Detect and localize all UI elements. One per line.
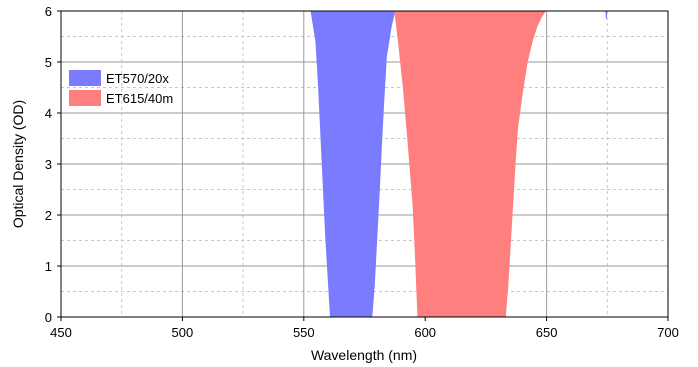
y-tick-label: 1 [45,259,52,274]
x-tick-label: 600 [414,325,436,340]
y-tick-label: 2 [45,208,52,223]
x-tick-label: 500 [172,325,194,340]
legend-label: ET570/20x [106,71,169,86]
axis-ticks: 450 500 550 600 650 700 0 1 2 3 4 5 6 [45,4,679,340]
x-tick-label: 550 [293,325,315,340]
y-tick-label: 0 [45,310,52,325]
series-area-et615-40m [394,10,547,318]
x-tick-label: 700 [657,325,679,340]
x-tick-label: 650 [536,325,558,340]
y-tick-label: 6 [45,4,52,19]
y-tick-label: 4 [45,106,52,121]
y-tick-label: 3 [45,157,52,172]
legend-label: ET615/40m [106,91,173,106]
y-tick-label: 5 [45,55,52,70]
legend: ET570/20x ET615/40m [69,70,173,106]
data-areas [310,10,608,318]
legend-swatch [69,70,101,86]
y-axis-title: Optical Density (OD) [10,100,26,228]
series-area-artifact-2 [605,10,608,19]
x-axis-title: Wavelength (nm) [311,347,417,363]
x-tick-label: 450 [50,325,72,340]
legend-swatch [69,90,101,106]
